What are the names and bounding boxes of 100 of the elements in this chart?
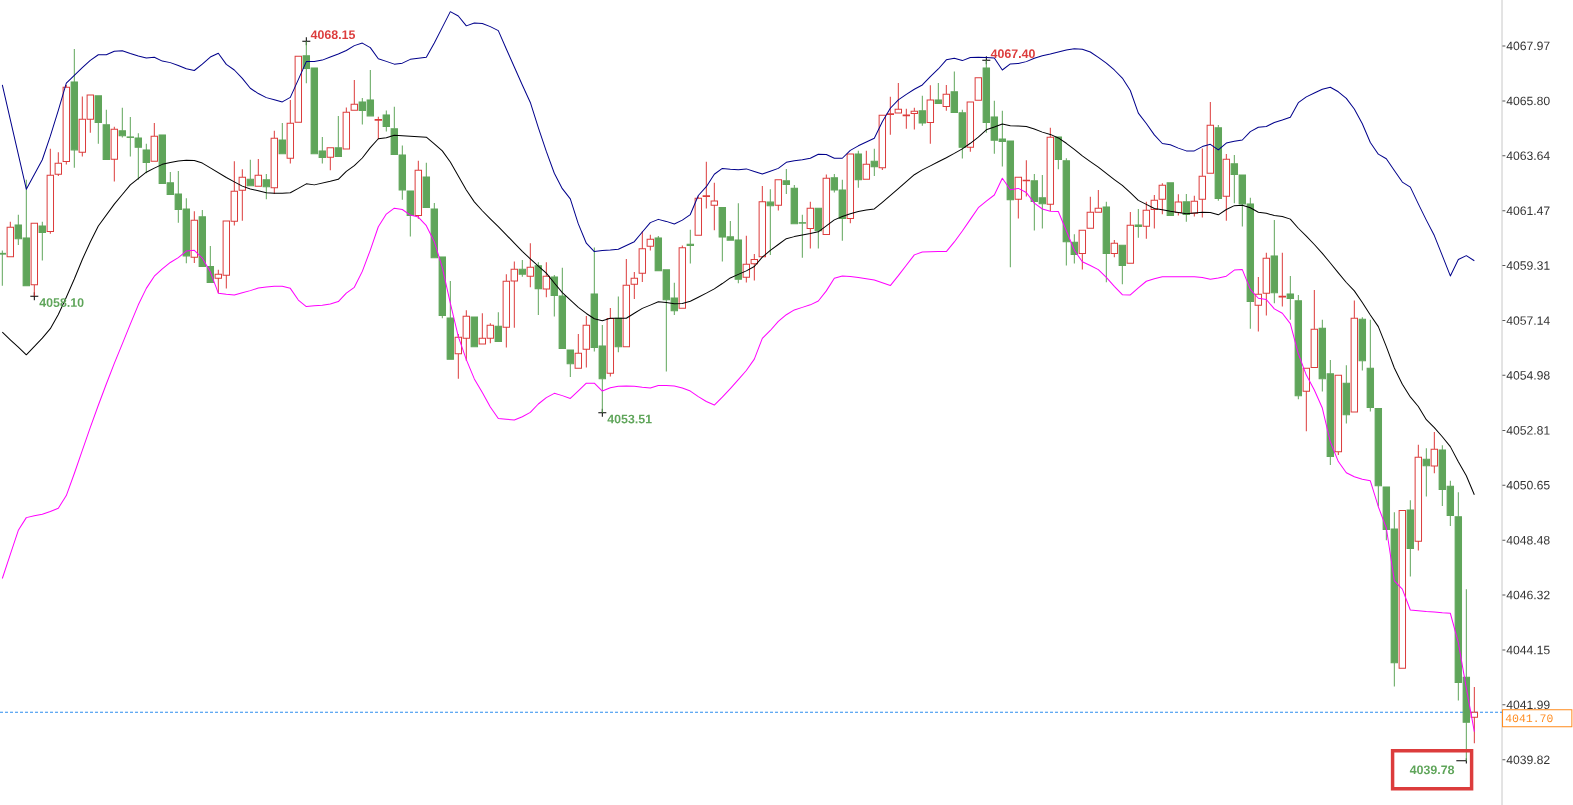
candlestick [1150,194,1159,229]
candlestick [750,253,759,281]
candlestick [1406,499,1415,577]
candlestick [1198,148,1207,219]
candlestick [758,185,767,258]
candlestick [70,48,79,169]
candlestick [494,311,503,343]
candlestick [942,84,951,112]
candlestick [606,307,615,378]
candlestick [1142,201,1151,240]
y-tick-label: 4046.32 [1506,590,1550,600]
candlestick [422,162,431,208]
annotation: 4053.51 [607,414,652,424]
candlestick [342,107,351,150]
candlestick [62,84,71,166]
candlestick [270,130,279,195]
y-tick-label: 4054.98 [1506,371,1550,380]
candlestick [414,160,423,220]
candlestick [1334,374,1343,456]
candlestick [1358,316,1367,372]
candlestick [6,221,15,258]
y-tick-label: 4044.15 [1506,645,1550,655]
y-tick-label: 4057.14 [1506,316,1550,325]
y-tick-label: 4063.64 [1506,151,1550,161]
candlestick [102,109,111,161]
y-tick-label: 4067.97 [1506,41,1550,51]
candlestick [846,153,855,224]
candlestick [710,182,719,231]
candlestick [286,99,295,165]
candlestick [702,161,711,209]
candlestick [926,84,935,145]
candlestick [1054,136,1063,170]
annotation: 4039.78 [1409,765,1455,775]
candlestick [1134,208,1143,239]
candlestick [574,333,583,369]
candlestick [902,108,911,130]
candlestick [694,196,703,236]
candlestick [542,261,551,298]
candlestick [190,210,199,264]
candlestick [1254,276,1263,332]
candlestick [862,150,871,180]
y-tick-label: 4050.65 [1506,480,1550,490]
candlestick [1262,252,1271,316]
candlestick [974,77,983,101]
y-tick-label: 4061.47 [1506,206,1550,216]
candlestick [774,179,783,211]
candlestick [334,115,343,157]
candlestick [46,148,55,235]
annotation: 4067.40 [990,49,1035,59]
candlestick [1278,252,1287,308]
candlestick [1374,408,1383,507]
candlestick [1110,239,1119,258]
candlestick [110,126,119,183]
candlestick [1158,182,1167,215]
candlestick [678,244,687,309]
candlestick [350,79,359,111]
candlestick [470,316,479,348]
candlestick [646,234,655,252]
candlestick [1422,447,1431,498]
candlestick [910,107,919,131]
candlestick [582,315,591,368]
candlestick [246,159,255,187]
candlestick [446,280,455,360]
candlestick [1046,127,1055,212]
candlestick [374,116,383,140]
candlestick [766,188,775,256]
candlestick [742,235,751,284]
candlestick [622,258,631,348]
candlestick [934,82,943,104]
candlestick [782,168,791,195]
candlestick [1366,319,1375,413]
candlestick [1302,367,1311,432]
candlestick [1222,153,1231,222]
candlestick [1350,300,1359,413]
y-tick-label: 4041.99 [1506,700,1550,710]
candlestick [966,101,975,153]
candlestick [814,207,823,250]
candlestick [1118,244,1127,285]
candlestick [1174,193,1183,217]
candlestick [1310,289,1319,368]
candlestick [1078,229,1087,271]
candlestick [822,173,831,236]
candlestick [1286,275,1295,321]
y-tick-label: 4039.82 [1506,755,1550,765]
candlestick [1414,444,1423,552]
candlestick [1342,364,1351,425]
candlestick [54,151,63,177]
candlestick [806,201,815,250]
candlestick [686,229,695,264]
annotation: 4068.15 [310,30,356,40]
y-tick-label: 4065.80 [1506,96,1550,106]
candlestick [1430,431,1439,474]
candlestick [1398,510,1407,669]
y-tick-label: 4052.81 [1506,426,1550,435]
candlestick [238,168,247,222]
candlestick [1206,101,1215,174]
candlestick [638,230,647,283]
candlestick [1166,182,1175,217]
candlestick [630,271,639,300]
candlestick [326,147,335,171]
